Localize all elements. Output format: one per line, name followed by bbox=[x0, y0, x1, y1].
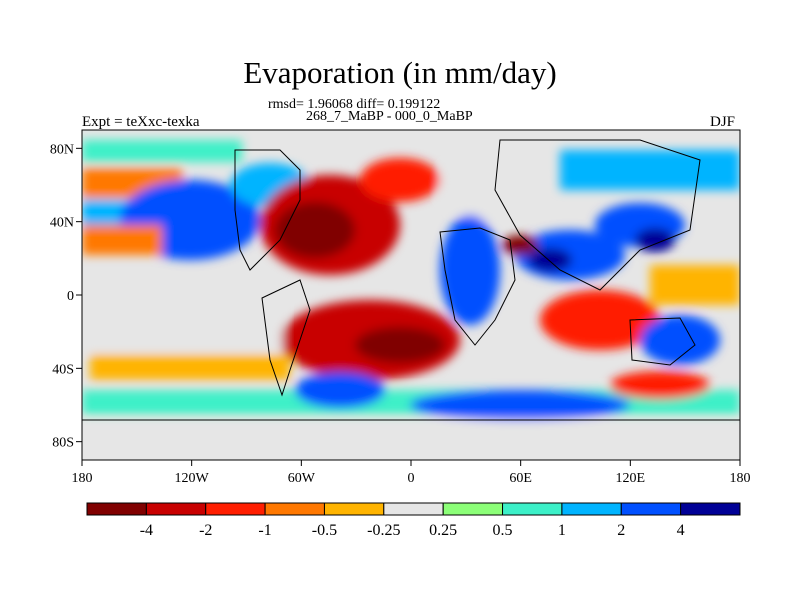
north-america-outline bbox=[234, 149, 301, 271]
colorbar-swatch bbox=[264, 502, 325, 516]
lat-tick-label: 40S bbox=[52, 362, 74, 377]
africa-east-field bbox=[440, 215, 500, 325]
colorbar-label: 1 bbox=[558, 522, 566, 539]
lat-tick-label: 40N bbox=[50, 216, 74, 231]
lon-tick-label: 120E bbox=[616, 471, 646, 486]
north-atlantic-core bbox=[275, 202, 355, 258]
south-america-outline bbox=[261, 279, 311, 397]
colorbar-label: 4 bbox=[677, 522, 685, 539]
colorbar-swatch bbox=[86, 502, 147, 516]
colorbar-label: 2 bbox=[617, 522, 625, 539]
arabia-core bbox=[528, 248, 572, 272]
south-pacific-band bbox=[90, 355, 290, 380]
season-label: DJF bbox=[710, 114, 736, 130]
colorbar-label: 0.25 bbox=[429, 522, 457, 539]
arctic-band-west bbox=[82, 140, 242, 162]
colorbar-swatch bbox=[620, 502, 682, 516]
south-pacific-field bbox=[82, 300, 282, 350]
lat-tick-label: 80N bbox=[50, 142, 74, 157]
southern-ocean-east-field bbox=[410, 390, 630, 420]
west-pacific-band bbox=[650, 265, 740, 305]
latitude-axis: 80N 40N 0 40S 80S bbox=[50, 142, 82, 451]
coastlines bbox=[82, 139, 740, 421]
colorbar-swatch bbox=[442, 502, 504, 516]
mediterranean-core bbox=[502, 235, 538, 255]
lon-tick-label: 60E bbox=[509, 471, 532, 486]
southern-ocean-indian-field bbox=[610, 371, 710, 399]
colorbar-label: -0.25 bbox=[367, 522, 400, 539]
colorbar-label: -2 bbox=[199, 522, 212, 539]
lon-tick-label: 180 bbox=[730, 471, 751, 486]
colorbar: -4 -2 -1 -0.5 -0.25 0.25 0.5 1 2 4 bbox=[86, 502, 741, 539]
experiment-subtitle: 268_7_MaBP - 000_0_MaBP bbox=[306, 109, 473, 124]
colorbar-swatch bbox=[323, 502, 385, 516]
tropical-pacific-west-band bbox=[82, 225, 162, 255]
central-asia-core bbox=[635, 228, 675, 252]
eurasia-outline bbox=[494, 139, 701, 291]
evaporation-field bbox=[82, 130, 740, 460]
colorbar-label: 0.5 bbox=[493, 522, 513, 539]
australia-outline bbox=[629, 317, 696, 366]
colorbar-label: -0.5 bbox=[312, 522, 337, 539]
southern-ocean-atlantic-field bbox=[295, 372, 385, 408]
indian-ocean-field bbox=[540, 290, 660, 350]
south-atlantic-core bbox=[355, 327, 445, 363]
lat-tick-label: 0 bbox=[67, 289, 74, 304]
lon-tick-label: 0 bbox=[408, 471, 415, 486]
nordic-seas-field bbox=[360, 158, 440, 202]
colorbar-label: -1 bbox=[258, 522, 271, 539]
chart-title: Evaporation (in mm/day) bbox=[243, 55, 557, 90]
antarctic-band bbox=[82, 420, 740, 460]
africa-outline bbox=[439, 227, 516, 346]
colorbar-swatch bbox=[383, 502, 444, 516]
colorbar-swatch bbox=[205, 502, 266, 516]
europe-field bbox=[440, 150, 540, 220]
colorbar-swatch bbox=[680, 502, 741, 516]
australia-field bbox=[640, 315, 720, 365]
colorbar-swatch bbox=[561, 502, 622, 516]
colorbar-swatch bbox=[502, 502, 563, 516]
lon-tick-label: 120W bbox=[175, 471, 210, 486]
lon-tick-label: 60W bbox=[288, 471, 316, 486]
colorbar-swatch bbox=[145, 502, 207, 516]
stats-label: rmsd= 1.96068 diff= 0.199122 bbox=[268, 97, 441, 112]
longitude-axis: 180 120W 60W 0 60E 120E 180 bbox=[72, 460, 751, 486]
siberia-band bbox=[560, 150, 740, 190]
experiment-label: Expt = teXxc-texka bbox=[82, 114, 200, 130]
lon-tick-label: 180 bbox=[72, 471, 93, 486]
lat-tick-label: 80S bbox=[52, 436, 74, 451]
colorbar-label: -4 bbox=[140, 522, 153, 539]
